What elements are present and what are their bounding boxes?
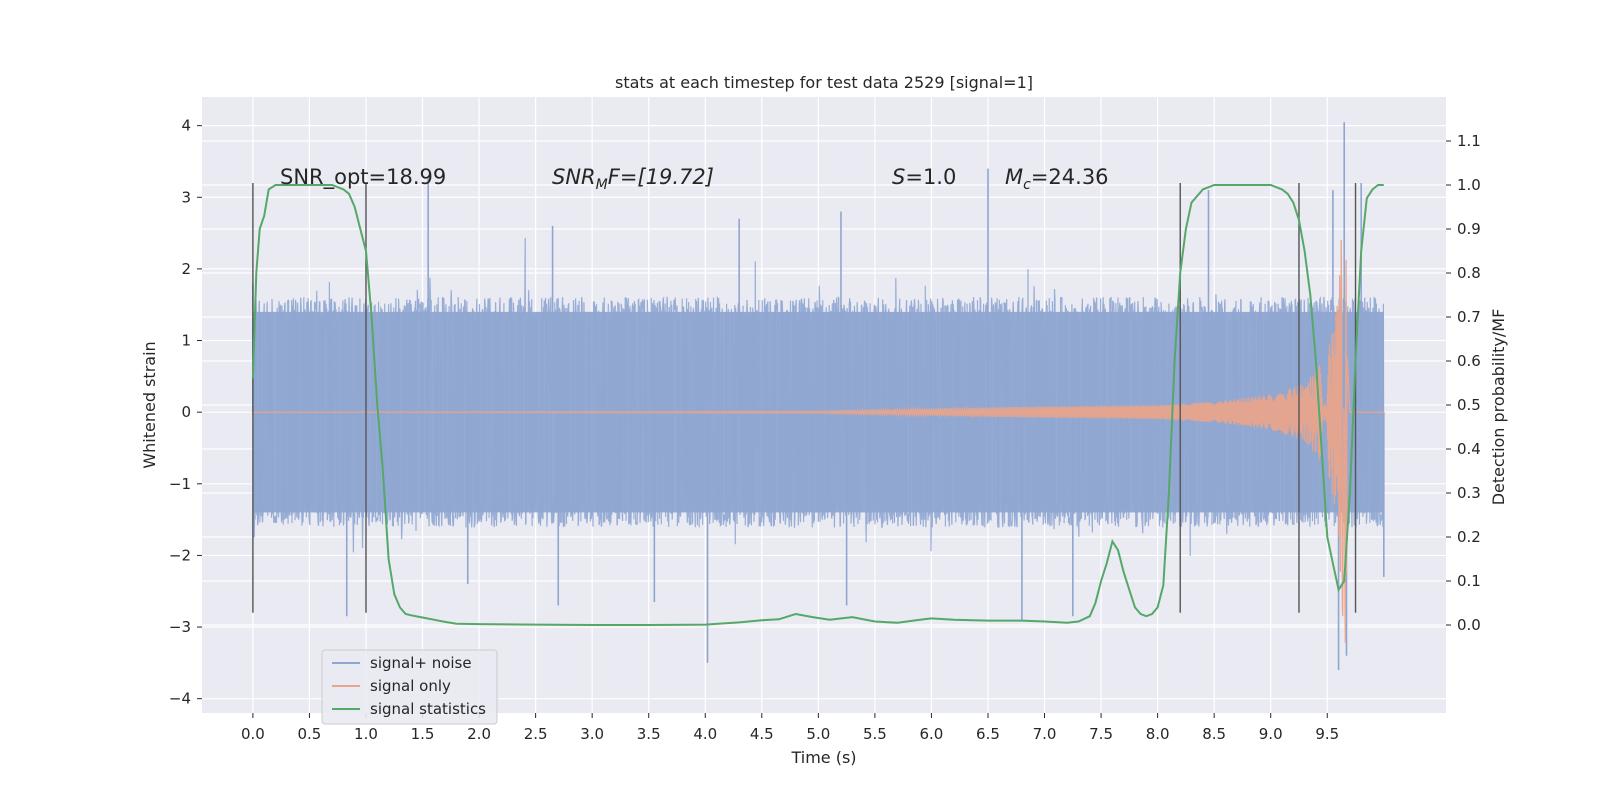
y-tick-label: −1 <box>169 475 191 493</box>
annotation-snr-opt: SNR_opt=18.99 <box>280 165 446 190</box>
annotation-snr-mf: SNRMF=[19.72] <box>552 165 714 193</box>
x-tick-label: 1.5 <box>411 725 435 743</box>
chart-title: stats at each timestep for test data 252… <box>615 73 1033 92</box>
mc-base: M <box>1005 165 1023 189</box>
x-tick-label: 6.5 <box>976 725 1000 743</box>
x-tick-label: 8.0 <box>1146 725 1170 743</box>
s-rest: =1.0 <box>905 165 956 189</box>
y2-tick-label: 0.5 <box>1457 396 1481 414</box>
legend-label-noise: signal+ noise <box>370 654 472 672</box>
y2-tick-label: 0.0 <box>1457 616 1481 634</box>
legend-box <box>321 649 498 725</box>
s-var: S <box>892 165 905 189</box>
y2-tick-label: 0.1 <box>1457 572 1481 590</box>
tick-labels: 0.0 0.5 1.0 1.5 2.0 2.5 3.0 3.5 4.0 4.5 5.0 5.5 6.0 6… <box>169 117 1481 743</box>
y-tick-label: −3 <box>169 618 191 636</box>
statistics-series <box>251 184 1384 626</box>
x-tick-label: 4.0 <box>693 725 717 743</box>
y-tick-label: −4 <box>169 690 191 708</box>
y2-tick-label: 0.2 <box>1457 528 1481 546</box>
signal-trace <box>252 240 1384 643</box>
x-tick-label: 2.5 <box>524 725 548 743</box>
y-tick-label: 4 <box>181 117 191 135</box>
y-tick-label: 1 <box>181 332 191 350</box>
annotation-mc: Mc=24.36 <box>1005 165 1109 193</box>
x-tick-label: 4.5 <box>750 725 774 743</box>
y2-tick-label: 1.1 <box>1457 132 1481 150</box>
legend-label-signal: signal only <box>370 677 451 695</box>
annotation-s: S=1.0 <box>892 165 956 189</box>
x-tick-label: 1.0 <box>354 725 378 743</box>
x-tick-label: 9.5 <box>1315 725 1339 743</box>
x-tick-label: 2.0 <box>467 725 491 743</box>
mc-sub: c <box>1023 177 1031 193</box>
x-tick-label: 0.5 <box>298 725 322 743</box>
mc-rest: =24.36 <box>1031 165 1109 189</box>
y2-axis-title: Detection probability/MF <box>1489 309 1508 506</box>
y2-tick-label: 0.4 <box>1457 440 1481 458</box>
x-tick-label: 5.0 <box>806 725 830 743</box>
y2-tick-label: 0.9 <box>1457 220 1481 238</box>
y-tick-label: 3 <box>181 188 191 206</box>
statistics-line <box>251 184 1384 626</box>
y-axis-title: Whitened strain <box>140 341 159 468</box>
x-tick-label: 8.5 <box>1202 725 1226 743</box>
x-tick-label: 7.0 <box>1033 725 1057 743</box>
y-tick-label: 2 <box>181 260 191 278</box>
y-tick-label: 0 <box>181 403 191 421</box>
y2-tick-label: 0.6 <box>1457 352 1481 370</box>
snr-mf-base: SNR <box>552 165 596 189</box>
x-axis-title: Time (s) <box>790 748 856 767</box>
x-tick-label: 6.0 <box>920 725 944 743</box>
x-tick-label: 5.5 <box>863 725 887 743</box>
y2-tick-label: 0.7 <box>1457 308 1481 326</box>
snr-mf-rest: F=[19.72] <box>608 165 714 189</box>
y2-tick-label: 0.8 <box>1457 264 1481 282</box>
signal-series <box>252 240 1384 643</box>
x-tick-label: 3.5 <box>637 725 661 743</box>
x-tick-label: 0.0 <box>241 725 265 743</box>
x-tick-label: 7.5 <box>1089 725 1113 743</box>
y2-tick-label: 1.0 <box>1457 176 1481 194</box>
legend: signal+ noise signal only signal statist… <box>321 649 498 725</box>
y-tick-label: −2 <box>169 546 191 564</box>
legend-label-statistics: signal statistics <box>370 700 486 718</box>
y2-tick-label: 0.3 <box>1457 484 1481 502</box>
x-tick-label: 9.0 <box>1259 725 1283 743</box>
snr-mf-sub: M <box>596 177 608 193</box>
x-tick-label: 3.0 <box>580 725 604 743</box>
